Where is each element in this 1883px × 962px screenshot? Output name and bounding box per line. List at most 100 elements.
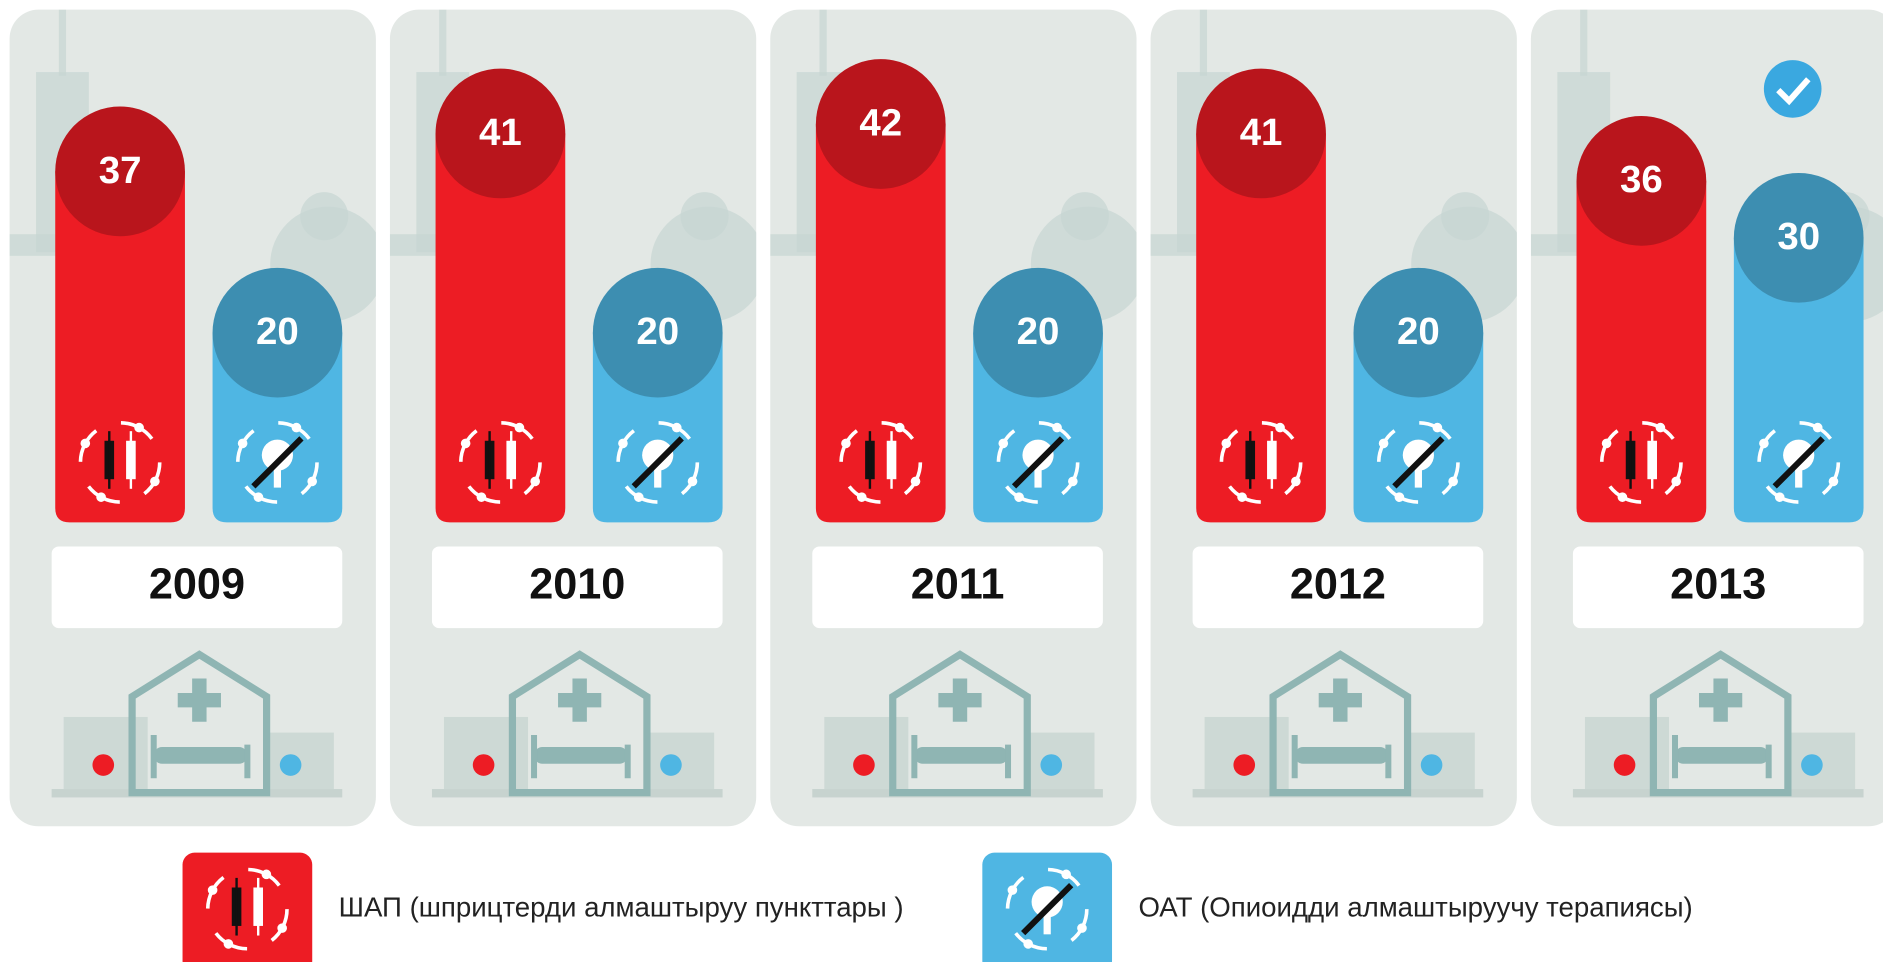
bar [815,123,946,523]
x-tick-label: 2010 [529,561,625,609]
icon-arrowhead [277,923,287,933]
value-badge-shade [435,68,566,199]
icon-poppy [1022,439,1054,471]
icon-arrowhead [1774,492,1785,502]
icon-arrowhead [841,438,851,449]
icon-ring [458,420,542,504]
panel: 37 20 2009 [9,9,376,827]
icon-ring [205,867,289,951]
icon-arrowhead [1617,492,1628,502]
value-badge-shade [1733,172,1864,303]
panel: 36 30 2013 [1530,9,1883,827]
year-box [812,546,1103,629]
deco-bed [914,746,1009,764]
deco-needle [439,9,447,76]
deco-poppy-top [300,192,349,241]
deco-wall [1028,732,1095,790]
deco-needle [1580,9,1588,76]
deco-cross [938,678,982,722]
icon-arrowhead [687,476,698,487]
deco-cross [558,678,602,722]
value-badge [815,59,946,189]
panel: 41 20 2012 [1150,9,1517,827]
deco-cross [1318,678,1362,722]
icon-arrowhead [1448,476,1458,487]
deco-poppy-top [1060,192,1109,241]
icon-arrowhead [1291,476,1301,487]
value-badge-shade [1353,267,1484,398]
icon-arrowhead [894,422,905,433]
icon-arrowhead [223,939,234,949]
deco-dot [1420,754,1443,776]
icon-stem [1795,468,1803,488]
bar [435,133,566,523]
bar [55,171,185,523]
deco-bed [534,746,628,764]
value-badge [435,68,566,199]
icon-arrowhead [1052,422,1062,433]
value-badge-shade [55,106,185,237]
deco-wall [1789,732,1856,790]
deco-house [1649,650,1792,797]
value-label: 20 [256,310,299,353]
icon-arrowhead [207,885,218,895]
deco-wall [267,732,334,790]
icon-arrowhead [134,422,144,433]
bar [1733,237,1864,523]
deco-dot [1613,754,1636,776]
deco-house [1269,650,1412,797]
deco-dot [279,754,302,776]
icon-arrowhead [1077,923,1087,933]
icon-arrowhead [1394,492,1405,502]
value-badge [1576,116,1707,246]
icon-ring [78,420,162,504]
value-badge [1733,172,1864,303]
x-tick-label: 2013 [1670,561,1766,609]
icon-stem [1043,915,1051,935]
deco-bed [1675,746,1769,764]
icon-ring [839,420,923,504]
panel: 41 20 2010 [389,9,757,827]
value-label: 42 [859,101,902,144]
icon-slash [1772,436,1825,489]
icon-arrowhead [1237,492,1247,502]
icon-poppy [1783,439,1815,471]
deco-dot [1801,754,1823,776]
deco-wall [1408,732,1475,790]
legend-label: ШАП (шприцтерди алмаштыруу пункттары ) [339,891,904,922]
deco-needle [1199,9,1208,76]
icon-arrowhead [1671,476,1681,487]
icon-ring [1599,420,1683,504]
icon-ring [1376,420,1460,504]
value-label: 30 [1777,215,1820,258]
icon-arrowhead [1601,438,1612,449]
value-label: 37 [99,149,142,192]
deco-dot [660,754,682,776]
value-badge-shade [1196,68,1326,199]
deco-cross [177,678,221,722]
value-label: 20 [1017,310,1060,353]
deco-dot [1040,754,1063,776]
icon-arrowhead [1221,438,1232,449]
value-badge-shade [815,59,946,189]
icon-ring [1757,420,1841,504]
icon-arrowhead [1068,476,1078,487]
legend-label: ОАТ (Опиоидди алмаштыруучу терапиясы) [1138,891,1692,922]
icon-arrowhead [530,476,540,487]
icon-arrowhead [1014,492,1024,502]
panels: 37 20 2009 41 20 2010 42 20 2011 41 20 2012 36 30 2013 [9,9,1883,827]
icon-arrowhead [998,438,1009,449]
value-badge [1196,68,1326,199]
icon-stem [1414,468,1422,488]
icon-arrowhead [1432,422,1443,433]
value-badge [212,267,343,398]
icon-arrowhead [1812,422,1823,433]
deco-cross [1699,678,1743,722]
icon-arrowhead [1061,869,1071,880]
icon-slash [1392,436,1445,489]
icon-ring [1219,420,1303,504]
deco-bed [1294,746,1389,764]
value-label: 36 [1620,158,1663,201]
icon-arrowhead [253,492,264,502]
